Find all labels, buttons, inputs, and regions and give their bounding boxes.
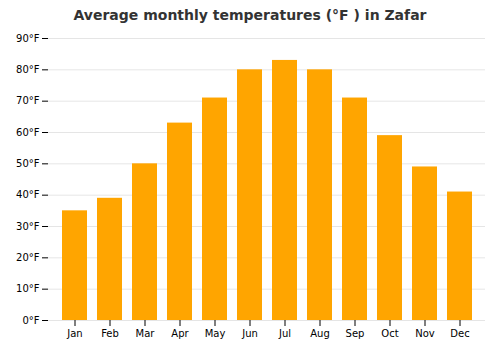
svg-text:Jan: Jan [66,328,82,339]
svg-text:20°F: 20°F [16,252,40,263]
svg-text:50°F: 50°F [16,158,40,169]
svg-text:Feb: Feb [101,328,119,339]
svg-text:Mar: Mar [136,328,156,339]
svg-text:40°F: 40°F [16,189,40,200]
svg-text:30°F: 30°F [16,221,40,232]
svg-text:80°F: 80°F [16,64,40,75]
svg-text:Apr: Apr [171,328,189,339]
svg-text:90°F: 90°F [16,33,40,44]
svg-text:70°F: 70°F [16,95,40,106]
svg-text:60°F: 60°F [16,127,40,138]
svg-text:Jul: Jul [278,328,291,339]
svg-text:Aug: Aug [310,328,330,339]
svg-text:Oct: Oct [381,328,398,339]
svg-text:Sep: Sep [346,328,365,339]
html-text:Average monthly temperatures (: Average monthly temperatures (°F ) in Za… [73,7,427,23]
svg-text:10°F: 10°F [16,283,40,294]
svg-text:Dec: Dec [450,328,469,339]
svg-text:Jun: Jun [241,328,258,339]
svg-text:0°F: 0°F [22,315,39,326]
svg-text:May: May [205,328,226,339]
svg-text:Nov: Nov [415,328,435,339]
